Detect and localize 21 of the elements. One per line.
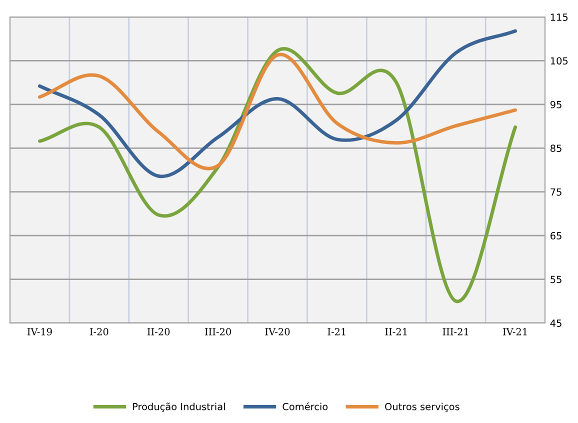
y-tick-label: 85 [550,144,562,152]
x-tick-label: IV-21 [503,328,527,336]
x-tick-label: II-21 [385,328,407,336]
y-tick-label: 45 [550,320,562,327]
legend-label: Produção Industrial [133,402,225,412]
x-tick-label: III-21 [442,328,468,336]
legend-label: Comércio [282,402,328,410]
x-tick-label: IV-20 [265,328,290,336]
y-tick-label: 55 [550,276,562,284]
legend-label: Outros serviços [385,402,460,412]
x-tick-label: I-20 [90,328,108,336]
x-tick-label: I-21 [328,328,346,336]
x-tick-label: III-20 [205,328,231,336]
y-tick-label: 95 [550,100,562,108]
y-tick-label: 75 [550,188,562,196]
x-tick-label: II-20 [147,328,170,336]
y-tick-label: 65 [550,232,562,240]
x-tick-label: IV-19 [27,328,52,336]
y-tick-label: 105 [550,57,568,65]
y-tick-label: 115 [550,14,568,21]
line-series [38,29,518,178]
